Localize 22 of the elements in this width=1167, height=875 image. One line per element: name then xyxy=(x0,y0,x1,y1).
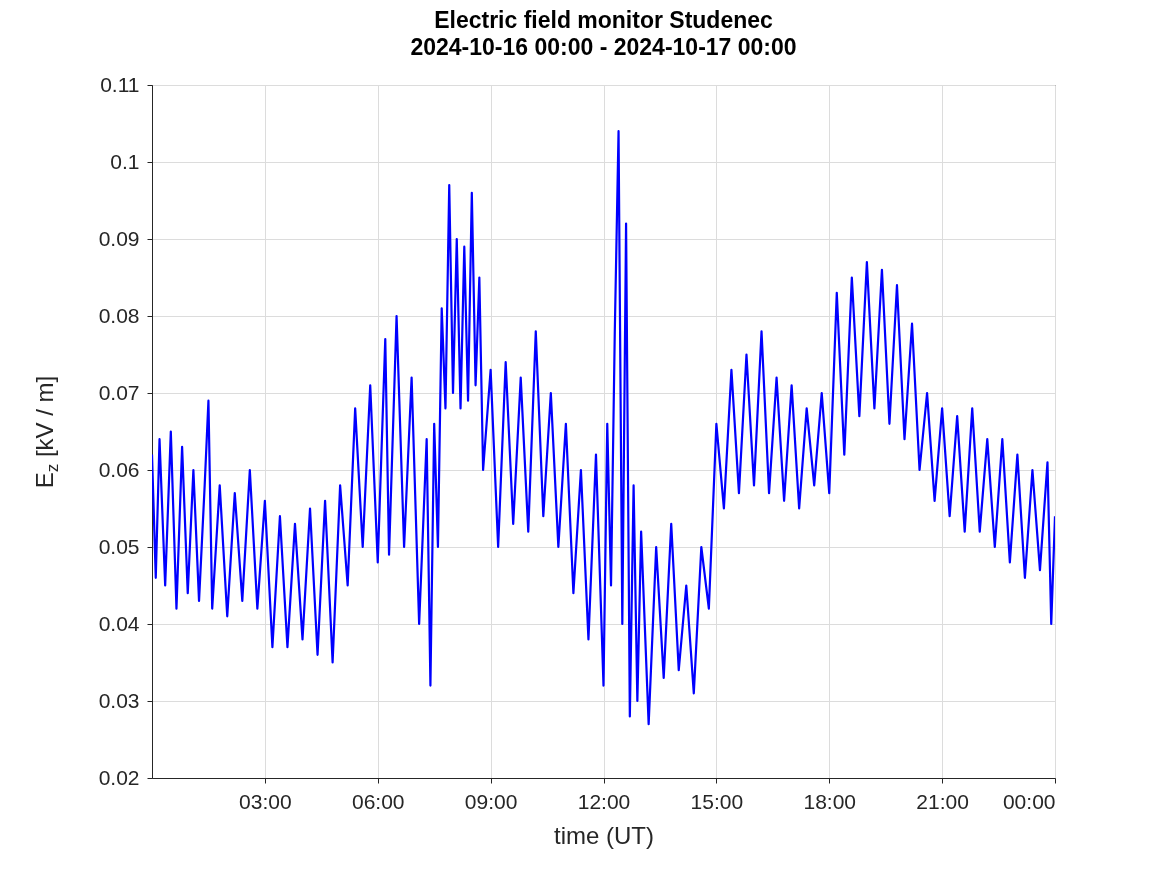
x-tick-label: 15:00 xyxy=(690,789,744,813)
x-axis-title: time (UT) xyxy=(554,821,654,849)
x-tick-label: 21:00 xyxy=(916,789,969,813)
y-tick-label: 0.11 xyxy=(100,72,140,96)
chart-title: Electric field monitor Studenec xyxy=(434,7,774,33)
y-tick-label: 0.1 xyxy=(110,149,140,173)
y-tick-label: 0.08 xyxy=(98,303,140,327)
y-tick-label: 0.02 xyxy=(98,765,140,789)
x-tick-label: 18:00 xyxy=(803,789,857,813)
line-series xyxy=(152,130,1055,726)
y-tick-label: 0.09 xyxy=(98,226,140,250)
chart-subtitle: 2024-10-16 00:00 - 2024-10-17 00:00 xyxy=(410,34,797,60)
x-tick-label: 09:00 xyxy=(464,789,518,813)
x-tick-label: 03:00 xyxy=(239,789,292,813)
x-tick-label: 12:00 xyxy=(577,789,631,813)
y-tick-label: 0.07 xyxy=(98,380,140,404)
y-tick-label: 0.03 xyxy=(98,688,140,712)
y-tick-label: 0.05 xyxy=(98,534,140,558)
y-tick-label: 0.04 xyxy=(98,611,140,635)
x-tick-label: 00:00 xyxy=(1002,789,1056,813)
x-tick-label: 06:00 xyxy=(351,789,405,813)
y-tick-label: 0.06 xyxy=(98,457,140,481)
